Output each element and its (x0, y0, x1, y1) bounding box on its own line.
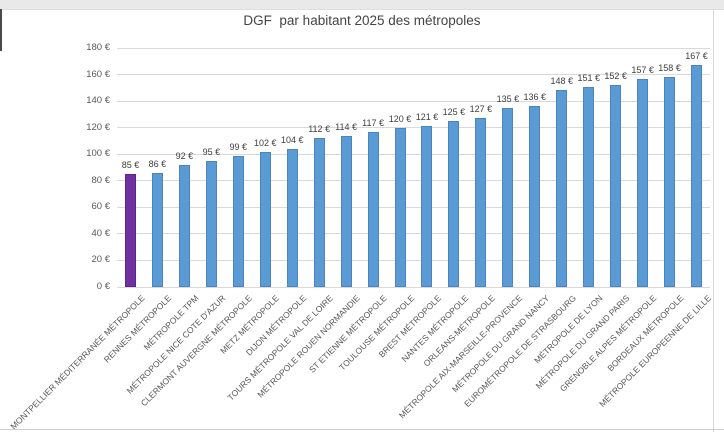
y-axis-tick-label: 20 € (91, 254, 111, 266)
bar (637, 78, 649, 287)
bar (232, 155, 244, 287)
bar (313, 138, 325, 287)
bar-value-label: 152 € (604, 71, 627, 82)
y-axis-tick-label: 160 € (86, 68, 110, 80)
bar-value-label: 135 € (496, 93, 520, 104)
bar-value-label: 104 € (280, 134, 304, 145)
bar (367, 131, 379, 287)
gridline (117, 180, 710, 182)
bar-value-label: 151 € (577, 72, 600, 83)
bar (502, 107, 514, 287)
bar (664, 77, 676, 287)
bar-value-label: 95 € (202, 146, 221, 157)
bar-value-label: 167 € (685, 51, 708, 62)
gridline (117, 74, 710, 76)
gridline (117, 127, 710, 129)
y-axis-tick-label: 180 € (86, 42, 110, 53)
chart-title: DGF par habitant 2025 des métropoles (243, 13, 481, 28)
bar (340, 135, 352, 287)
bar (259, 151, 271, 287)
bar-value-label: 99 € (229, 141, 248, 152)
bar (151, 172, 163, 287)
y-axis-tick-label: 120 € (86, 121, 110, 133)
bar-value-label: 92 € (175, 150, 194, 161)
bar-value-label: 117 € (362, 117, 384, 128)
gridline (117, 100, 710, 102)
category-label: MÉTROPOLE NICE COTE D'AZUR (124, 293, 228, 396)
bar-value-label: 125 € (442, 107, 466, 118)
bar-value-label: 157 € (631, 64, 654, 75)
bar-value-label: 85 € (121, 160, 140, 171)
y-axis-tick-label: 0 € (96, 281, 110, 292)
bar (610, 85, 622, 287)
y-axis-tick-label: 100 € (86, 148, 110, 160)
y-axis-tick-label: 80 € (91, 174, 111, 186)
bar-value-label: 158 € (658, 63, 681, 74)
bar (583, 86, 595, 287)
gridline (117, 286, 710, 288)
bar (286, 148, 298, 287)
bar (448, 121, 460, 287)
bar-value-label: 127 € (469, 104, 493, 115)
y-axis-tick-label: 40 € (91, 227, 111, 239)
bar (124, 174, 136, 287)
bar-value-label: 102 € (253, 137, 277, 148)
bar-value-label: 112 € (308, 124, 331, 135)
bar (475, 118, 487, 287)
gridline (117, 47, 710, 49)
gridline (117, 206, 710, 208)
bar-value-label: 148 € (550, 76, 574, 87)
bar (529, 106, 541, 287)
bar-value-label: 121 € (415, 112, 439, 123)
bar-value-label: 86 € (148, 158, 167, 169)
bar (178, 164, 190, 287)
bar (205, 160, 217, 287)
gridline (117, 233, 710, 235)
bar (691, 65, 703, 287)
y-axis-tick-label: 60 € (91, 201, 111, 213)
chart-bottom-border (0, 429, 724, 430)
bar-value-label: 114 € (335, 121, 358, 132)
category-label: MONTPELLIER MÉDITERRANÉE MÉTROPOLE (8, 293, 147, 432)
bar (421, 126, 433, 287)
window-top-strip (0, 0, 724, 10)
bar (394, 127, 406, 287)
gridline (117, 153, 710, 155)
y-axis-tick-label: 140 € (86, 95, 110, 107)
gridline (117, 259, 710, 261)
bar-value-label: 136 € (523, 92, 547, 103)
chart-right-border (713, 9, 714, 432)
bar-value-label: 120 € (388, 113, 412, 124)
window-edge-mark (0, 9, 2, 51)
bar (556, 90, 568, 287)
